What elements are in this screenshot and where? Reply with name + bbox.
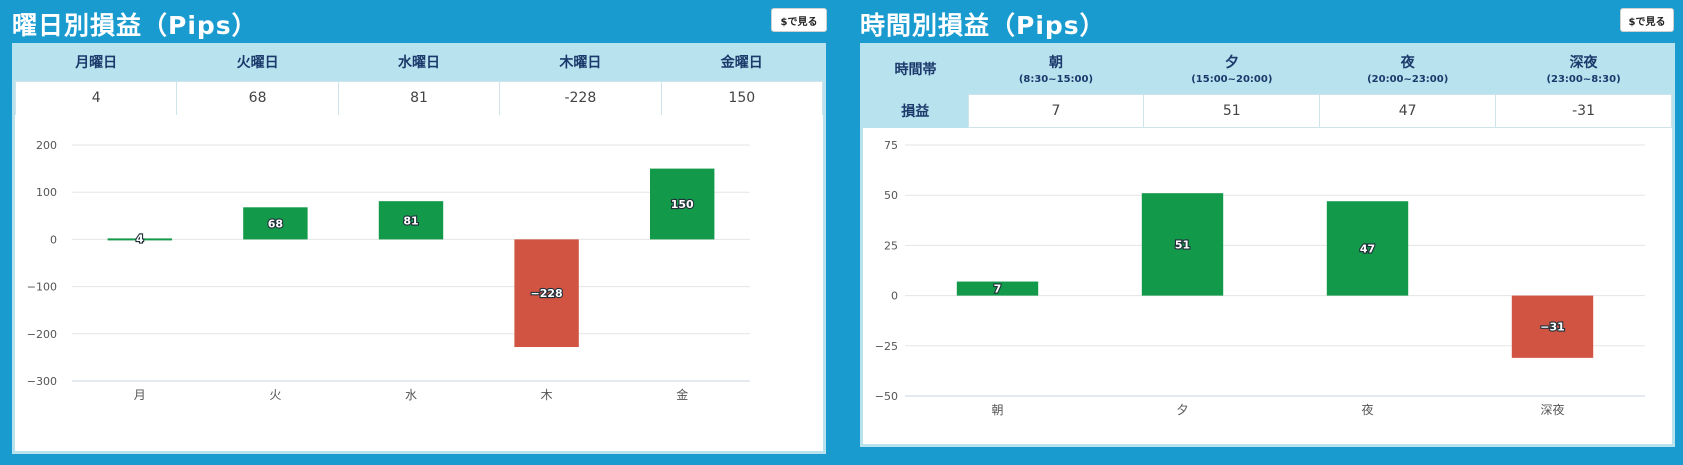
timeband-header-morning: 朝 (8:30~15:00) [968,43,1144,94]
weekday-data-label: −228 [531,287,563,300]
timeband-x-tick-label: 夕 [1176,403,1188,417]
weekday-y-tick-label: −100 [27,281,57,294]
timeband-y-tick-label: 75 [884,139,898,152]
timeband-bar[interactable] [1511,295,1594,358]
weekday-data-label: 81 [403,214,418,227]
timeband-value-row-header: 損益 [863,94,968,127]
weekday-bar[interactable] [514,239,579,348]
weekday-header-fri: 金曜日 [661,43,823,81]
timeband-bar[interactable] [956,281,1039,296]
weekday-panel: 曜日別損益（Pips） $で見る 月曜日 火曜日 水曜日 木曜日 金曜日 4 6… [0,0,840,465]
timeband-data-label: 47 [1360,242,1375,255]
weekday-x-tick-label: 木 [541,388,553,402]
weekday-y-tick-label: 200 [36,139,57,152]
weekday-card: 月曜日 火曜日 水曜日 木曜日 金曜日 4 68 81 -228 150 200… [12,43,826,454]
weekday-x-tick-label: 水 [405,388,417,402]
weekday-x-tick-label: 火 [269,388,281,402]
weekday-summary-table: 月曜日 火曜日 水曜日 木曜日 金曜日 4 68 81 -228 150 [14,43,824,116]
timeband-panel: 時間別損益（Pips） $で見る 時間帯 朝 (8:30~15:00) 夕 (15:… [852,0,1683,465]
weekday-y-tick-label: 0 [50,233,57,246]
weekday-chart-area: 200 100 0 −100 −200 −300 4 月 68 火 81 水 −228 木 150 金 [15,115,823,451]
timeband-data-label: −31 [1540,321,1565,334]
timeband-header-late-night-label: 深夜 [1569,54,1598,71]
timeband-y-tick-label: 50 [884,189,898,202]
timeband-bar[interactable] [1326,201,1409,296]
weekday-y-tick-label: −200 [27,328,57,341]
weekday-header-mon: 月曜日 [15,43,177,81]
timeband-y-tick-label: −25 [875,340,898,353]
timeband-header-night: 夜 (20:00~23:00) [1319,43,1496,94]
weekday-value-wed: 81 [337,80,501,116]
weekday-bar[interactable] [243,207,308,240]
timeband-header-late-night-range: (23:00~8:30) [1546,73,1621,85]
timeband-value-late-night: -31 [1495,93,1672,128]
timeband-header-evening-range: (15:00~20:00) [1191,73,1273,85]
weekday-value-thu: -228 [499,80,662,116]
timeband-header-morning-label: 朝 [1048,54,1063,71]
timeband-panel-title: 時間別損益（Pips） [860,11,1106,40]
timeband-header-night-range: (20:00~23:00) [1367,73,1449,85]
timeband-y-tick-label: 0 [891,290,898,303]
timeband-header-evening: 夕 (15:00~20:00) [1143,43,1320,94]
weekday-header-thu: 木曜日 [499,43,662,81]
timeband-x-tick-label: 深夜 [1540,402,1564,417]
timeband-chart-area: 75 50 25 0 −25 −50 7 朝 51 夕 47 夜 −31 深夜 [863,128,1672,444]
timeband-value-night: 47 [1319,93,1497,128]
weekday-value-tue: 68 [176,80,339,116]
timeband-row-header: 時間帯 [863,43,968,94]
timeband-x-tick-label: 朝 [991,403,1003,417]
timeband-header-late-night: 深夜 (23:00~8:30) [1495,43,1672,94]
timeband-x-tick-label: 夜 [1361,402,1373,417]
timeband-header-morning-range: (8:30~15:00) [1018,73,1094,85]
weekday-panel-title: 曜日別損益（Pips） [12,11,258,40]
weekday-data-label: 4 [136,232,144,245]
weekday-value-mon: 4 [14,80,178,116]
timeband-card: 時間帯 朝 (8:30~15:00) 夕 (15:00~20:00) 夜 (20:00… [860,43,1675,447]
timeband-summary-table: 時間帯 朝 (8:30~15:00) 夕 (15:00~20:00) 夜 (20:00… [863,43,1672,128]
weekday-bar-chart: 200 100 0 −100 −200 −300 4 月 68 火 81 水 −228 木 150 金 [27,139,750,402]
weekday-y-tick-label: 100 [36,186,57,199]
timeband-data-label: 51 [1175,238,1190,251]
timeband-data-label: 7 [994,283,1002,296]
weekday-view-in-dollars-button[interactable]: $で見る [771,8,827,32]
weekday-x-tick-label: 金 [676,387,688,402]
timeband-bar[interactable] [1141,193,1224,296]
timeband-value-morning: 7 [967,93,1145,128]
timeband-header-evening-label: 夕 [1224,54,1239,71]
weekday-bar[interactable] [649,168,715,240]
timeband-view-in-dollars-button[interactable]: $で見る [1620,8,1674,32]
weekday-header-tue: 火曜日 [176,43,339,81]
weekday-x-tick-label: 月 [134,388,146,402]
weekday-y-tick-label: −300 [27,375,57,388]
timeband-y-tick-label: −50 [875,390,898,403]
weekday-bar[interactable] [107,238,173,241]
weekday-value-fri: 150 [660,80,824,116]
timeband-y-tick-label: 25 [884,239,898,252]
weekday-data-label: 68 [268,217,283,230]
timeband-header-night-label: 夜 [1400,54,1415,71]
weekday-bar[interactable] [378,201,444,240]
weekday-data-label: 150 [671,198,694,211]
timeband-bar-chart: 75 50 25 0 −25 −50 7 朝 51 夕 47 夜 −31 深夜 [875,139,1645,417]
timeband-value-evening: 51 [1143,93,1321,128]
weekday-header-wed: 水曜日 [338,43,500,81]
